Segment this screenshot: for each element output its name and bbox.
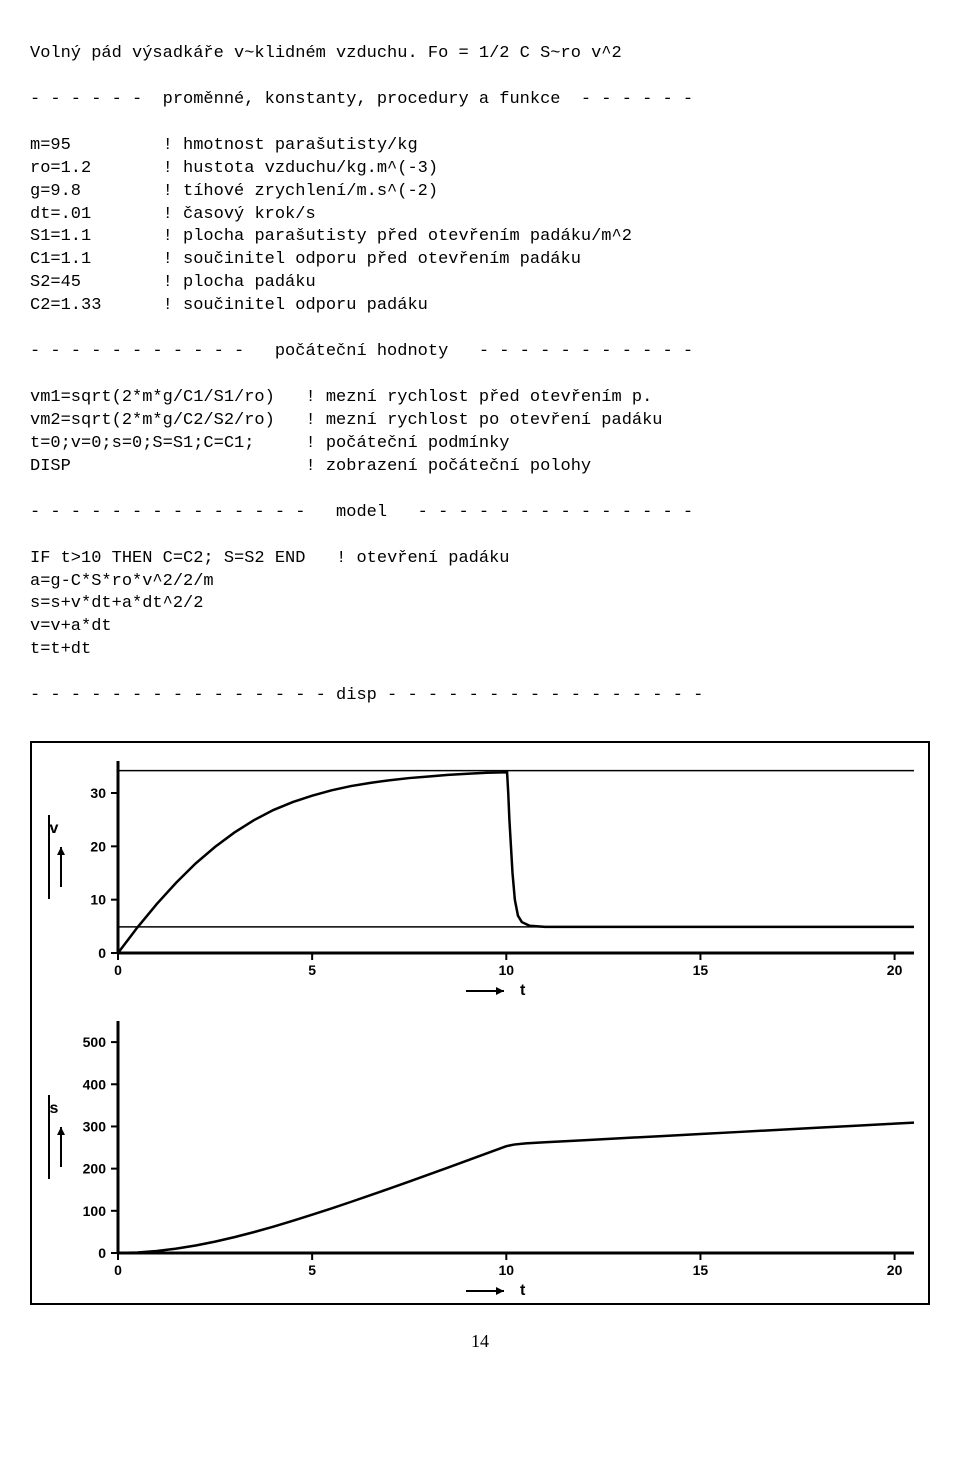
code-statement: vm1=sqrt(2*m*g/C1/S1/ro) <box>30 387 305 410</box>
svg-text:30: 30 <box>90 785 106 801</box>
code-comment: ! otevření padáku <box>336 548 509 571</box>
code-line: m=95 ! hmotnost parašutisty/kg <box>30 135 930 158</box>
code-line: S1=1.1 ! plocha parašutisty před otevřen… <box>30 226 930 249</box>
svg-text:10: 10 <box>90 892 106 908</box>
page-number: 14 <box>30 1329 930 1353</box>
code-line: v=v+a*dt <box>30 616 930 639</box>
code-listing: Volný pád výsadkáře v~klidném vzduchu. F… <box>30 20 930 731</box>
code-statement: t=t+dt <box>30 639 336 662</box>
svg-text:0: 0 <box>114 962 122 978</box>
svg-text:20: 20 <box>90 838 106 854</box>
code-line: DISP ! zobrazení počáteční polohy <box>30 456 930 479</box>
code-line: s=s+v*dt+a*dt^2/2 <box>30 593 930 616</box>
code-comment: ! mezní rychlost po otevření padáku <box>305 410 662 433</box>
code-line: ro=1.2 ! hustota vzduchu/kg.m^(-3) <box>30 158 930 181</box>
svg-text:0: 0 <box>114 1262 122 1278</box>
svg-text:10: 10 <box>499 1262 515 1278</box>
svg-text:s: s <box>50 1100 59 1117</box>
code-statement: s=s+v*dt+a*dt^2/2 <box>30 593 336 616</box>
code-comment: ! zobrazení počáteční polohy <box>305 456 591 479</box>
code-statement: v=v+a*dt <box>30 616 336 639</box>
svg-text:10: 10 <box>499 962 515 978</box>
code-statement: C2=1.33 <box>30 295 163 318</box>
code-comment: ! součinitel odporu padáku <box>163 295 428 318</box>
code-line: vm2=sqrt(2*m*g/C2/S2/ro) ! mezní rychlos… <box>30 410 930 433</box>
code-statement: ro=1.2 <box>30 158 163 181</box>
code-statement: a=g-C*S*ro*v^2/2/m <box>30 571 336 594</box>
svg-text:t: t <box>520 982 526 999</box>
code-line: dt=.01 ! časový krok/s <box>30 204 930 227</box>
svg-text:500: 500 <box>83 1034 107 1050</box>
code-line: C1=1.1 ! součinitel odporu před otevření… <box>30 249 930 272</box>
svg-text:0: 0 <box>98 1245 106 1261</box>
code-line: g=9.8 ! tíhové zrychlení/m.s^(-2) <box>30 181 930 204</box>
code-line: IF t>10 THEN C=C2; S=S2 END ! otevření p… <box>30 548 930 571</box>
code-comment: ! hmotnost parašutisty/kg <box>163 135 418 158</box>
svg-text:100: 100 <box>83 1203 107 1219</box>
svg-text:v: v <box>50 820 59 837</box>
code-line: t=t+dt <box>30 639 930 662</box>
code-comment: ! hustota vzduchu/kg.m^(-3) <box>163 158 438 181</box>
velocity-chart: 0 5 10 15 20 0 10 20 30 t v <box>32 743 928 1003</box>
section-header-init: - - - - - - - - - - - počáteční hodnoty … <box>30 341 930 364</box>
code-comment: ! plocha parašutisty před otevřením padá… <box>163 226 632 249</box>
code-statement: DISP <box>30 456 305 479</box>
code-line: a=g-C*S*ro*v^2/2/m <box>30 571 930 594</box>
code-comment: ! mezní rychlost před otevřením p. <box>305 387 652 410</box>
svg-text:5: 5 <box>308 1262 316 1278</box>
code-statement: IF t>10 THEN C=C2; S=S2 END <box>30 548 336 571</box>
code-comment: ! časový krok/s <box>163 204 316 227</box>
code-statement: g=9.8 <box>30 181 163 204</box>
distance-chart: 051015200100200300400500ts <box>32 1003 928 1303</box>
code-line: vm1=sqrt(2*m*g/C1/S1/ro) ! mezní rychlos… <box>30 387 930 410</box>
svg-text:0: 0 <box>98 945 106 961</box>
code-statement: C1=1.1 <box>30 249 163 272</box>
code-statement: S1=1.1 <box>30 226 163 249</box>
svg-text:20: 20 <box>887 962 903 978</box>
svg-text:400: 400 <box>83 1076 107 1092</box>
code-statement: dt=.01 <box>30 204 163 227</box>
code-line: S2=45 ! plocha padáku <box>30 272 930 295</box>
code-statement: S2=45 <box>30 272 163 295</box>
svg-text:5: 5 <box>308 962 316 978</box>
code-statement: t=0;v=0;s=0;S=S1;C=C1; <box>30 433 305 456</box>
code-line: t=0;v=0;s=0;S=S1;C=C1; ! počáteční podmí… <box>30 433 930 456</box>
code-statement: vm2=sqrt(2*m*g/C2/S2/ro) <box>30 410 305 433</box>
svg-text:15: 15 <box>693 1262 709 1278</box>
section-header-disp: - - - - - - - - - - - - - - - disp - - -… <box>30 685 930 708</box>
svg-text:300: 300 <box>83 1119 107 1135</box>
code-comment: ! součinitel odporu před otevřením padák… <box>163 249 581 272</box>
svg-text:t: t <box>520 1282 526 1299</box>
code-comment: ! tíhové zrychlení/m.s^(-2) <box>163 181 438 204</box>
code-comment: ! plocha padáku <box>163 272 316 295</box>
section-header-model: - - - - - - - - - - - - - - model - - - … <box>30 502 930 525</box>
svg-text:20: 20 <box>887 1262 903 1278</box>
section-header-vars: - - - - - - proměnné, konstanty, procedu… <box>30 89 930 112</box>
code-statement: m=95 <box>30 135 163 158</box>
charts-panel: 051015200102030tv 0510152001002003004005… <box>30 741 930 1305</box>
code-line: C2=1.33 ! součinitel odporu padáku <box>30 295 930 318</box>
svg-text:200: 200 <box>83 1161 107 1177</box>
code-title: Volný pád výsadkáře v~klidném vzduchu. F… <box>30 43 930 66</box>
code-comment: ! počáteční podmínky <box>305 433 509 456</box>
svg-text:15: 15 <box>693 962 709 978</box>
